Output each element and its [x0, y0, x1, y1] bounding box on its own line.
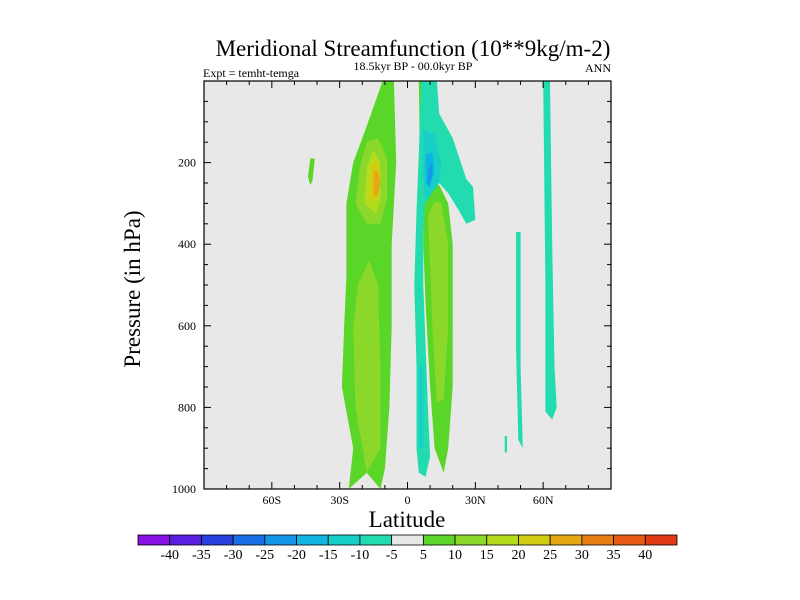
axis-ticks: [203, 81, 612, 489]
colorbar-box-13: [549, 534, 583, 546]
x-tick-label: 0: [405, 493, 411, 507]
y-tick-labels: 200 400 600 800 1000: [172, 156, 196, 496]
colorbar-label: 10: [448, 548, 462, 563]
colorbar-label: -35: [192, 548, 211, 563]
colorbar-box-5: [296, 534, 329, 546]
colorbar-label: 35: [607, 548, 621, 563]
left-label: Expt = temht-temga: [203, 66, 300, 80]
chart-subtitle: 18.5kyr BP - 00.0kyr BP: [354, 59, 473, 73]
colorbar-label: -25: [255, 548, 274, 563]
contour-regions: [308, 81, 557, 489]
colorbar-label: -10: [351, 548, 370, 563]
contour-region-13: [427, 162, 433, 188]
colorbar-box-15: [613, 534, 646, 546]
colorbar-box-0: [137, 534, 171, 546]
x-tick-label: 60S: [262, 493, 281, 507]
plot-background: [204, 81, 611, 489]
colorbar-box-2: [201, 534, 234, 546]
colorbar: [137, 534, 678, 546]
colorbar-label: -15: [319, 548, 338, 563]
contour-region-15: [543, 81, 557, 420]
colorbar-label: 25: [543, 548, 557, 563]
colorbar-box-16: [644, 534, 678, 546]
contour-region-16: [516, 232, 523, 449]
contour-region-6: [308, 158, 315, 185]
colorbar-label: -5: [386, 548, 398, 563]
colorbar-labels: -40 -35 -30 -25 -20 -15 -10 -5 5 10 15 20 25 30 35 40: [160, 548, 652, 563]
y-tick-label: 1000: [172, 482, 196, 496]
colorbar-box-12: [518, 534, 551, 546]
y-tick-label: 800: [178, 400, 196, 414]
colorbar-label: -40: [160, 548, 179, 563]
colorbar-label: 30: [575, 548, 589, 563]
colorbar-label: 5: [420, 548, 427, 563]
y-tick-label: 400: [178, 237, 196, 251]
x-tick-label: 60N: [533, 493, 554, 507]
y-tick-label: 600: [178, 319, 196, 333]
colorbar-box-9: [422, 534, 456, 546]
contour-region-14: [418, 366, 424, 449]
colorbar-box-4: [264, 534, 297, 546]
y-axis-label: Pressure (in hPa): [120, 210, 145, 367]
colorbar-box-10: [454, 534, 488, 546]
plot-frame: [203, 80, 612, 490]
x-tick-labels: 60S 30S 0 30N 60N: [262, 493, 553, 507]
y-tick-label: 200: [178, 156, 196, 170]
colorbar-box-7: [359, 534, 393, 546]
colorbar-box-1: [169, 534, 202, 546]
colorbar-label: -30: [224, 548, 243, 563]
contour-region-1: [353, 260, 381, 473]
colorbar-box-3: [232, 534, 266, 546]
colorbar-label: 40: [638, 548, 652, 563]
colorbar-box-11: [486, 534, 519, 546]
colorbar-box-8: [391, 534, 424, 546]
colorbar-box-14: [581, 534, 614, 546]
plot-area: [203, 80, 612, 490]
x-tick-label: 30N: [465, 493, 486, 507]
right-label: ANN: [585, 61, 611, 75]
x-axis-label: Latitude: [369, 507, 446, 532]
contour-region-17: [504, 436, 507, 453]
colorbar-label: 20: [511, 548, 525, 563]
colorbar-box-6: [327, 534, 361, 546]
contour-region-5: [373, 170, 381, 196]
chart-title: Meridional Streamfunction (10**9kg/m-2): [216, 36, 611, 61]
x-tick-label: 30S: [330, 493, 349, 507]
contour-region-8: [427, 201, 449, 404]
colorbar-label: -20: [287, 548, 306, 563]
colorbar-label: 15: [480, 548, 494, 563]
